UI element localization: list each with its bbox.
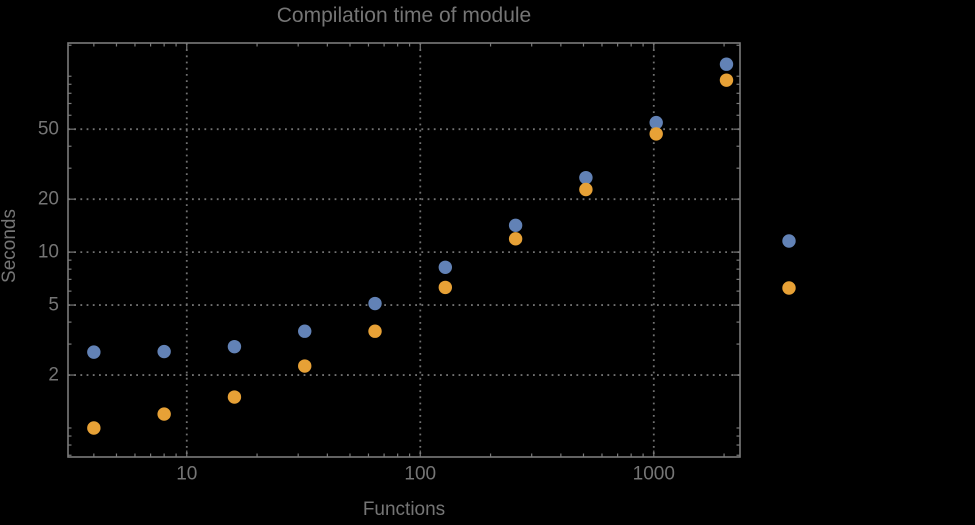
data-point-blue: [719, 57, 734, 71]
data-point-blue: [508, 218, 523, 233]
data-point-blue: [157, 344, 171, 359]
legend-marker-orange: [782, 281, 796, 295]
data-point-orange: [579, 182, 593, 197]
y-tick-label: 50: [38, 119, 59, 140]
data-point-blue: [649, 115, 663, 130]
data-point-blue: [227, 339, 242, 354]
x-tick-label: 100: [404, 464, 436, 485]
data-point-orange: [298, 359, 312, 373]
data-point-orange: [227, 390, 242, 404]
data-point-orange: [649, 127, 663, 141]
x-axis-label: Functions: [362, 499, 446, 520]
y-tick-label: 2: [48, 365, 59, 386]
y-tick-label: 20: [38, 189, 59, 210]
plot-frame: [67, 42, 741, 458]
x-tick-label: 10: [176, 464, 197, 485]
data-point-orange: [508, 232, 523, 246]
data-point-orange: [368, 324, 382, 338]
data-point-orange: [157, 407, 171, 421]
x-tick-label: 1000: [633, 464, 675, 485]
chart-title: Compilation time of module: [276, 4, 532, 27]
data-point-blue: [438, 260, 453, 274]
legend-marker-blue: [782, 234, 796, 248]
data-point-orange: [719, 73, 734, 87]
data-point-orange: [87, 421, 101, 435]
data-point-orange: [438, 280, 453, 295]
data-point-blue: [87, 345, 101, 359]
data-point-blue: [579, 170, 593, 185]
data-point-blue: [368, 296, 382, 311]
y-tick-label: 10: [38, 242, 59, 263]
data-point-blue: [298, 324, 312, 338]
y-tick-label: 5: [48, 295, 59, 316]
